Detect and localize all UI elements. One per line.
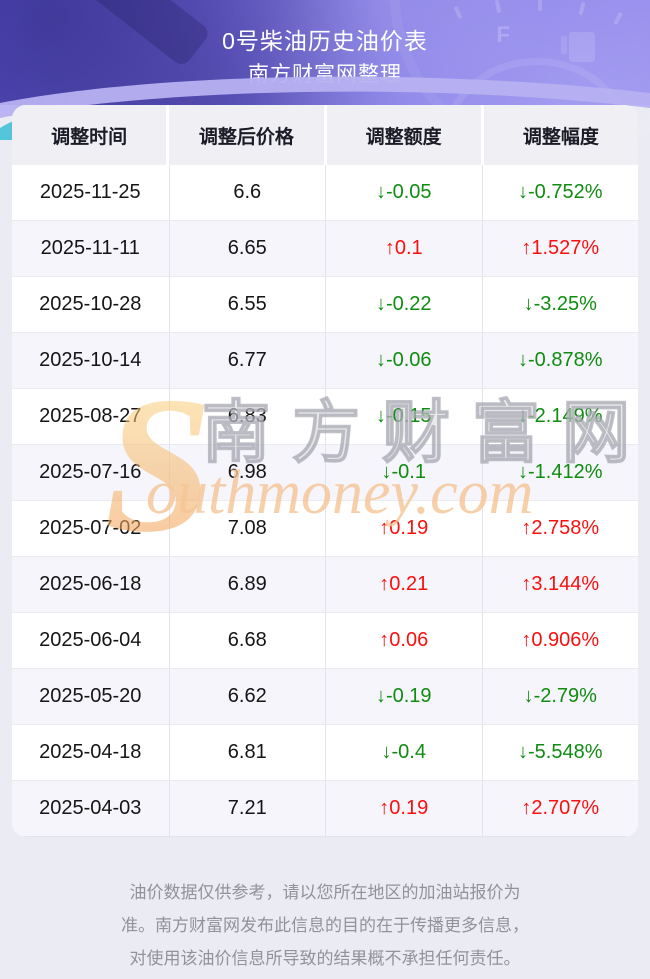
- table-row: 2025-04-03 7.21 ↑0.19 ↑2.707%: [12, 781, 638, 837]
- disclaimer-line: 油价数据仅供参考，请以您所在地区的加油站报价为: [129, 883, 521, 902]
- change-cell: ↓-0.1: [325, 445, 482, 500]
- pct-cell: ↓-0.752%: [481, 165, 639, 220]
- gauge-tick-icon: [578, 1, 586, 16]
- pct-cell: ↑2.758%: [481, 501, 639, 556]
- table-row: 2025-08-27 6.83 ↓-0.15 ↓-2.149%: [12, 389, 638, 445]
- change-cell: ↓-0.19: [325, 669, 482, 724]
- price-cell: 6.6: [168, 165, 326, 220]
- pct-cell: ↑0.906%: [481, 613, 639, 668]
- price-cell: 6.81: [168, 725, 326, 780]
- date-cell: 2025-04-03: [39, 797, 142, 819]
- table-row: 2025-10-28 6.55 ↓-0.22 ↓-3.25%: [12, 277, 638, 333]
- page-title: 0号柴油历史油价表: [222, 28, 428, 54]
- disclaimer-line: 准。南方财富网发布此信息的目的在于传播更多信息，: [121, 916, 529, 935]
- col-header-adjust-amount: 调整额度: [326, 105, 481, 165]
- date-cell: 2025-06-04: [39, 629, 142, 651]
- pct-cell: ↓-1.412%: [481, 445, 639, 500]
- date-cell: 2025-10-14: [39, 349, 142, 371]
- date-cell: 2025-11-25: [39, 181, 141, 203]
- table-row: 2025-04-18 6.81 ↓-0.4 ↓-5.548%: [12, 725, 638, 781]
- change-cell: ↓-0.15: [325, 389, 482, 444]
- change-cell: ↑0.1: [325, 221, 482, 276]
- col-header-adjusted-price: 调整后价格: [169, 105, 324, 165]
- pct-cell: ↑3.144%: [481, 557, 639, 612]
- price-cell: 6.77: [168, 333, 326, 388]
- table-row: 2025-07-16 6.98 ↓-0.1 ↓-1.412%: [12, 445, 638, 501]
- price-cell: 6.89: [168, 557, 326, 612]
- table-header-row: 调整时间 调整后价格 调整额度 调整幅度: [12, 105, 638, 165]
- table-row: 2025-11-11 6.65 ↑0.1 ↑1.527%: [12, 221, 638, 277]
- price-cell: 6.62: [168, 669, 326, 724]
- date-cell: 2025-10-28: [39, 293, 142, 315]
- gauge-tick-icon: [453, 5, 463, 20]
- col-header-adjust-time: 调整时间: [12, 105, 167, 165]
- pct-cell: ↓-5.548%: [481, 725, 639, 780]
- gauge-tick-icon: [538, 0, 542, 11]
- change-cell: ↑0.06: [325, 613, 482, 668]
- change-cell: ↑0.19: [325, 501, 482, 556]
- table-row: 2025-06-18 6.89 ↑0.21 ↑3.144%: [12, 557, 638, 613]
- date-cell: 2025-08-27: [39, 405, 142, 427]
- price-table: 调整时间 调整后价格 调整额度 调整幅度 2025-11-25 6.6 ↓-0.…: [12, 105, 638, 837]
- price-cell: 7.08: [168, 501, 326, 556]
- table-row: 2025-06-04 6.68 ↑0.06 ↑0.906%: [12, 613, 638, 669]
- date-cell: 2025-06-18: [39, 573, 142, 595]
- disclaimer-line: 对使用该油价信息所导致的结果概不承担任何责任。: [129, 949, 521, 968]
- price-cell: 6.83: [168, 389, 326, 444]
- pct-cell: ↓-2.149%: [481, 389, 639, 444]
- price-cell: 7.21: [168, 781, 326, 836]
- page-subtitle: 南方财富网整理: [248, 63, 402, 86]
- banner-title: 0号柴油历史油价表 南方财富网整理: [0, 24, 650, 91]
- date-cell: 2025-04-18: [39, 741, 142, 763]
- table-row: 2025-07-02 7.08 ↑0.19 ↑2.758%: [12, 501, 638, 557]
- banner: F 0号柴油历史油价表 南方财富网整理: [0, 0, 650, 228]
- pct-cell: ↓-2.79%: [481, 669, 639, 724]
- date-cell: 2025-05-20: [39, 685, 142, 707]
- change-cell: ↑0.19: [325, 781, 482, 836]
- table-body: 2025-11-25 6.6 ↓-0.05 ↓-0.752% 2025-11-1…: [12, 165, 638, 837]
- date-cell: 2025-07-16: [39, 461, 142, 483]
- change-cell: ↓-0.05: [325, 165, 482, 220]
- price-cell: 6.98: [168, 445, 326, 500]
- disclaimer: 油价数据仅供参考，请以您所在地区的加油站报价为 准。南方财富网发布此信息的目的在…: [0, 876, 650, 975]
- price-cell: 6.68: [168, 613, 326, 668]
- change-cell: ↓-0.06: [325, 333, 482, 388]
- table-row: 2025-05-20 6.62 ↓-0.19 ↓-2.79%: [12, 669, 638, 725]
- table-row: 2025-10-14 6.77 ↓-0.06 ↓-0.878%: [12, 333, 638, 389]
- change-cell: ↑0.21: [325, 557, 482, 612]
- pct-cell: ↑2.707%: [481, 781, 639, 836]
- pct-cell: ↓-0.878%: [481, 333, 639, 388]
- price-cell: 6.65: [168, 221, 326, 276]
- date-cell: 2025-07-02: [39, 517, 142, 539]
- date-cell: 2025-11-11: [40, 237, 140, 259]
- change-cell: ↓-0.22: [325, 277, 482, 332]
- table-row: 2025-11-25 6.6 ↓-0.05 ↓-0.752%: [12, 165, 638, 221]
- pct-cell: ↑1.527%: [481, 221, 639, 276]
- pct-cell: ↓-3.25%: [481, 277, 639, 332]
- gauge-tick-icon: [494, 0, 502, 14]
- change-cell: ↓-0.4: [325, 725, 482, 780]
- col-header-adjust-range: 调整幅度: [483, 105, 638, 165]
- price-cell: 6.55: [168, 277, 326, 332]
